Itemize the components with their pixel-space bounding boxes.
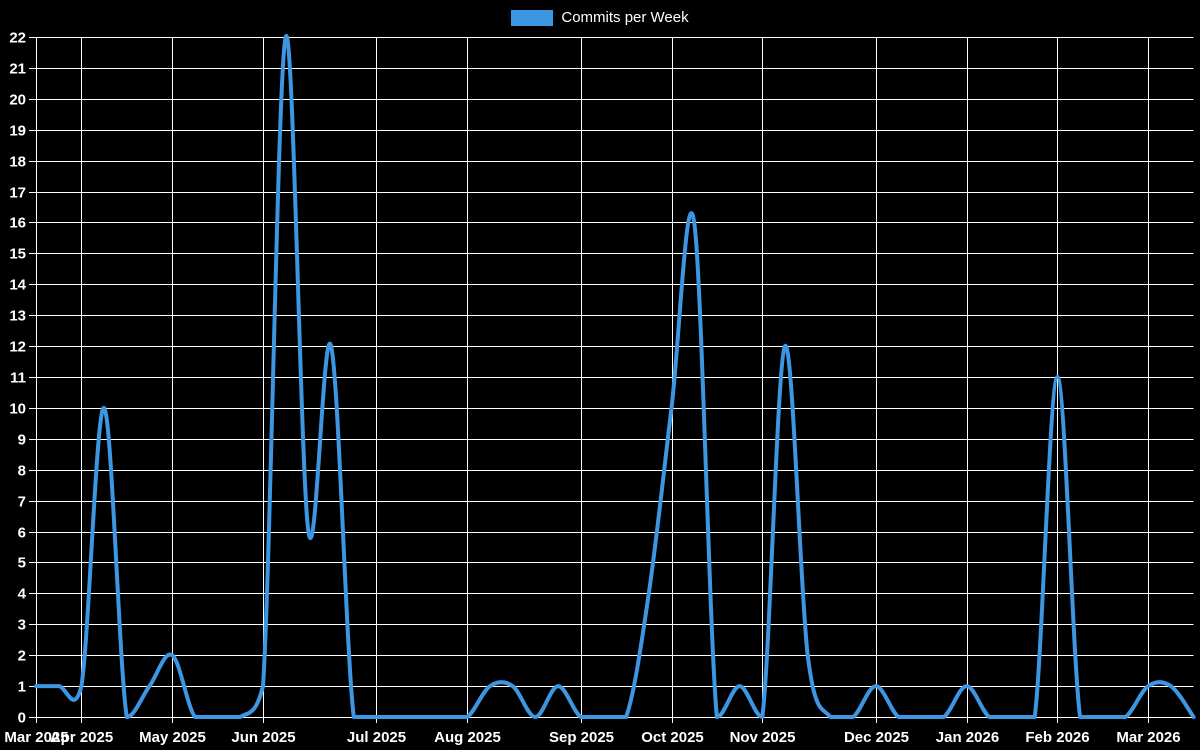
y-tick-label: 20 [9,92,26,109]
y-tick-label: 18 [9,154,26,171]
y-tick-label: 16 [9,215,26,232]
x-tick-label: Sep 2025 [549,729,614,746]
y-tick-label: 19 [9,123,26,140]
legend-commits-per-week[interactable]: Commits per Week [0,9,1200,27]
x-tick-label: Feb 2026 [1025,729,1089,746]
y-tick-label: 12 [9,339,26,356]
commits-series-line [34,34,1196,720]
x-tick-label: Jul 2025 [347,729,406,746]
x-tick-label: Mar 2026 [1116,729,1180,746]
x-tick-label: Jun 2025 [231,729,295,746]
y-tick-label: 11 [10,370,26,387]
x-tick-label: Apr 2025 [50,729,113,746]
y-tick-label: 21 [9,61,26,78]
y-tick-label: 10 [9,401,26,418]
legend-label: Commits per Week [561,9,689,26]
x-tick-label: Jan 2026 [936,729,999,746]
x-tick-label: Oct 2025 [641,729,704,746]
y-tick-label: 2 [18,648,26,665]
y-tick-label: 13 [9,308,26,325]
x-tick-label: Mar 2025 [4,729,68,746]
legend-swatch-icon [511,10,554,26]
y-tick-label: 9 [18,432,26,449]
x-tick-label: Dec 2025 [844,729,909,746]
y-tick-label: 0 [18,710,26,727]
y-tick-label: 3 [18,617,26,634]
y-tick-label: 6 [18,525,26,542]
y-tick-label: 17 [9,185,26,202]
y-tick-label: 8 [18,463,26,480]
y-tick-label: 15 [9,246,26,263]
y-tick-label: 5 [18,555,26,572]
y-tick-label: 7 [18,494,26,511]
x-tick-label: Nov 2025 [730,729,796,746]
x-tick-label: Aug 2025 [434,729,501,746]
y-tick-label: 4 [18,586,27,603]
y-tick-label: 1 [18,679,26,696]
y-tick-label: 14 [9,277,26,294]
x-tick-label: May 2025 [139,729,206,746]
y-tick-label: 22 [9,30,26,47]
